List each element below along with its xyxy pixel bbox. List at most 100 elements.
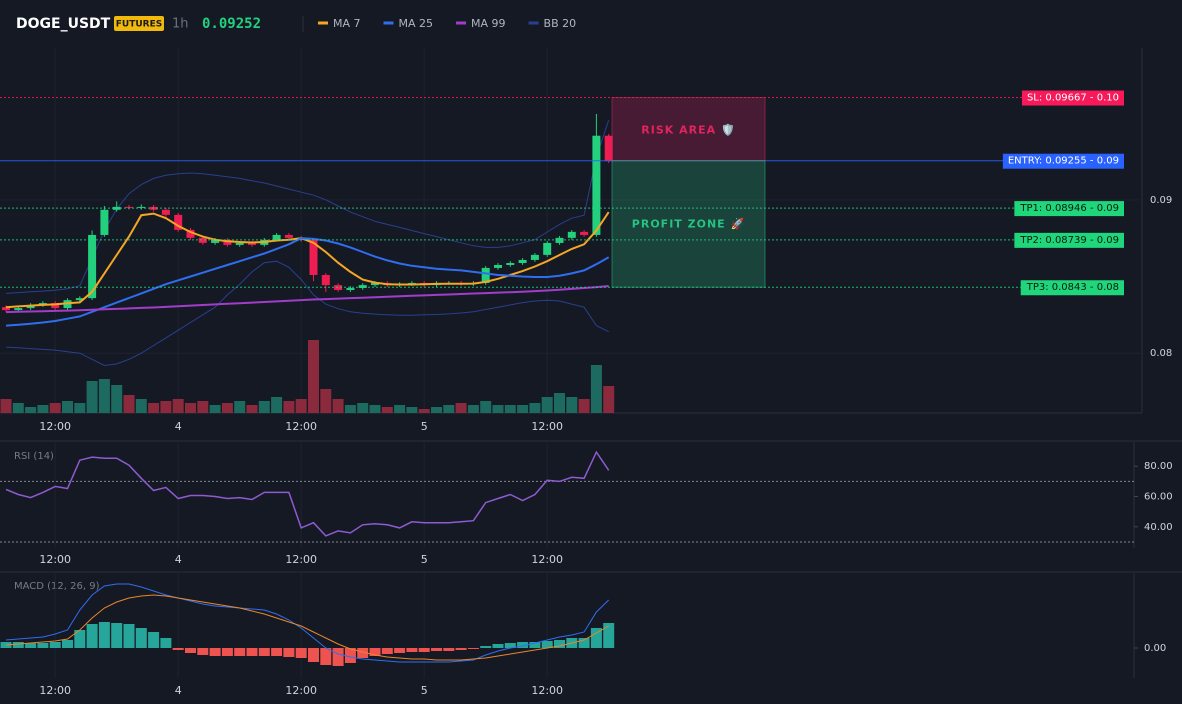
volume-bar — [332, 399, 344, 413]
volume-bar — [246, 405, 258, 413]
histogram-bar — [209, 648, 221, 656]
histogram-bar — [381, 648, 393, 654]
x-tick-label: 12:00 — [39, 553, 71, 566]
zone — [611, 97, 766, 162]
histogram-bar — [443, 648, 455, 651]
legend-label: MA 25 — [399, 17, 434, 30]
volume-bar — [12, 403, 24, 413]
x-tick-label: 12:00 — [285, 553, 317, 566]
histogram-bar — [308, 648, 319, 662]
histogram-bar — [578, 638, 590, 648]
candle-body — [481, 267, 490, 283]
candle-body — [321, 274, 330, 286]
histogram-bar — [369, 648, 381, 656]
volume-bar — [504, 405, 516, 413]
candle-body — [174, 214, 183, 230]
candle-body — [530, 254, 539, 260]
histogram-bar — [246, 648, 258, 656]
zone-label: RISK AREA 🛡️ — [641, 124, 735, 137]
histogram-bar — [123, 624, 135, 648]
candle-body — [235, 242, 244, 245]
histogram-bar — [283, 648, 295, 657]
rsi-line — [5, 450, 610, 537]
histogram-bar — [320, 648, 332, 665]
candle-body — [100, 209, 109, 235]
candle-body — [88, 234, 97, 299]
x-tick-label: 12:00 — [39, 684, 71, 697]
histogram-bar — [135, 628, 147, 648]
candle-body — [371, 282, 379, 286]
volume-bar — [135, 399, 147, 413]
candle-body — [2, 307, 10, 311]
legend-label: MA 99 — [471, 17, 506, 30]
histogram-bar — [25, 643, 37, 648]
histogram-bar — [271, 648, 283, 656]
volume-bar — [529, 403, 541, 413]
histogram-bar — [603, 623, 615, 648]
y-tick-label: 0.08 — [1150, 348, 1172, 359]
level-label-bg — [1002, 153, 1124, 169]
price: 0.09252 — [202, 16, 261, 32]
x-tick-label: 4 — [175, 684, 182, 697]
volume-bar — [603, 386, 615, 413]
candle-body — [272, 234, 281, 240]
x-tick-label: 12:00 — [531, 684, 563, 697]
candle-body — [346, 288, 355, 291]
x-tick-label: 12:00 — [531, 553, 563, 566]
candle-body — [518, 259, 527, 264]
histogram-bar — [332, 648, 344, 666]
volume-bar — [0, 399, 12, 413]
volume-bar — [295, 399, 307, 413]
histogram-bar — [455, 648, 467, 650]
candle-body — [543, 242, 552, 255]
level-label: TP3: 0.0843 - 0.08 — [1026, 282, 1119, 293]
volume-bar — [49, 403, 61, 413]
volume-bar — [418, 409, 430, 413]
volume-bar — [25, 407, 37, 413]
volume-bar — [344, 405, 356, 413]
candle-body — [161, 209, 170, 215]
zone — [611, 160, 766, 288]
candle-body — [248, 242, 256, 245]
x-tick-label: 12:00 — [285, 420, 317, 433]
histogram-bar — [62, 640, 73, 648]
candle-body — [137, 206, 146, 208]
zone-label: PROFIT ZONE 🚀 — [632, 218, 745, 231]
candle-body — [494, 265, 502, 268]
volume-bar — [320, 389, 332, 413]
candle-body — [506, 263, 515, 266]
histogram-bar — [185, 648, 196, 653]
level-label: SL: 0.09667 - 0.10 — [1027, 93, 1119, 104]
badge: FUTURES — [116, 20, 162, 30]
volume-bar — [209, 405, 221, 413]
volume-bar — [578, 399, 590, 413]
candle-body — [125, 206, 133, 208]
volume-bar — [185, 403, 196, 413]
volume-bar — [357, 403, 369, 413]
candle-body — [334, 285, 343, 291]
x-tick-label: 4 — [175, 420, 182, 433]
level-label: ENTRY: 0.09255 - 0.09 — [1008, 156, 1119, 167]
candle-body — [555, 237, 564, 243]
volume-bar — [492, 405, 504, 413]
volume-bar — [62, 401, 73, 413]
volume-bar — [455, 403, 467, 413]
candle-body — [580, 231, 589, 235]
volume-bar — [406, 407, 418, 413]
histogram-bar — [394, 648, 406, 653]
rsi-title: RSI (14) — [14, 451, 54, 462]
volume-bar — [111, 385, 123, 413]
interval: 1h — [172, 17, 189, 32]
y-tick-label: 0.00 — [1144, 643, 1166, 654]
histogram-bar — [344, 648, 356, 663]
x-tick-label: 5 — [421, 684, 428, 697]
volume-bar — [148, 403, 160, 413]
histogram-bar — [541, 641, 553, 648]
volume-bar — [467, 405, 479, 413]
x-tick-label: 12:00 — [39, 420, 71, 433]
histogram-bar — [234, 648, 246, 656]
histogram-bar — [517, 642, 529, 648]
level-label: TP2: 0.08739 - 0.09 — [1019, 235, 1119, 246]
